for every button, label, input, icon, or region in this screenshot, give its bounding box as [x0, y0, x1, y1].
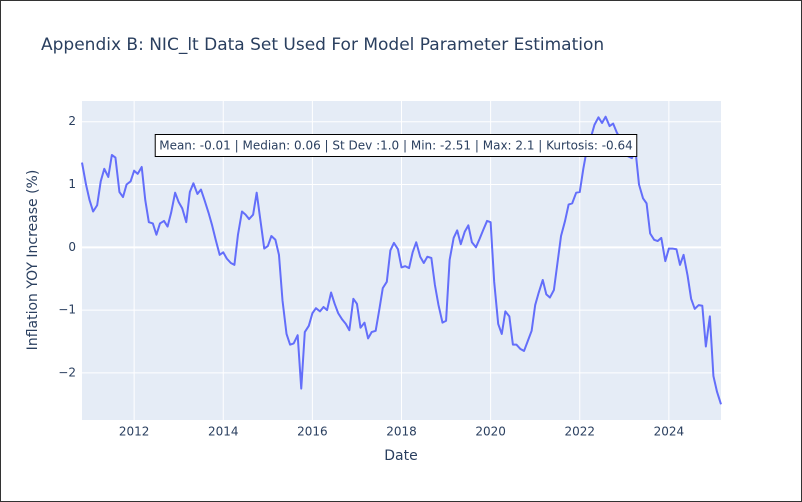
- x-tick-label: 2024: [654, 425, 685, 439]
- y-axis-title: Inflation YOY Increase (%): [25, 170, 41, 351]
- data-line: [81, 115, 722, 405]
- x-tick-label: 2022: [564, 425, 595, 439]
- y-tick-label: −2: [58, 365, 76, 379]
- x-axis-title: Date: [384, 448, 417, 464]
- x-tick-label: 2012: [119, 425, 150, 439]
- x-tick-label: 2018: [386, 425, 417, 439]
- y-tick-label: 2: [68, 114, 76, 128]
- annotation: Mean: -0.01 | Median: 0.06 | St Dev :1.0…: [159, 139, 633, 153]
- x-tick-label: 2020: [475, 425, 506, 439]
- x-tick-label: 2014: [208, 425, 239, 439]
- y-tick-label: 1: [68, 177, 76, 191]
- y-tick-label: −1: [58, 303, 76, 317]
- y-tick-label: 0: [68, 240, 76, 254]
- annotation-box: [154, 134, 638, 157]
- x-tick-label: 2016: [297, 425, 328, 439]
- chart-title: Appendix B: NIC_lt Data Set Used For Mod…: [41, 35, 604, 55]
